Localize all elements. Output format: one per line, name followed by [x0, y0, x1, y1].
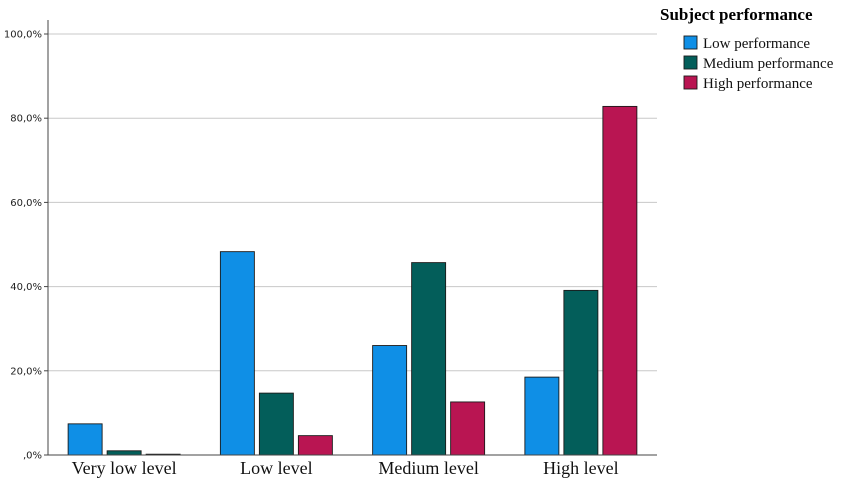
x-category-label: High level	[543, 458, 618, 478]
legend-label: High performance	[703, 76, 813, 92]
bar-medium-performance-3	[411, 262, 447, 456]
bar-medium-performance-1	[106, 450, 142, 456]
legend-title: Subject performance	[660, 5, 813, 24]
y-tick-label: 100,0%	[4, 30, 42, 41]
bar-low-performance-4	[524, 376, 560, 456]
bar-low-performance-2	[219, 251, 255, 456]
y-tick-label: ,0%	[23, 451, 42, 462]
x-axis-categories: Very low level Low level Medium level High …	[72, 458, 619, 478]
bar-medium-performance-2	[258, 392, 294, 456]
x-category-label: Medium level	[378, 458, 478, 478]
legend-label: Medium performance	[703, 56, 834, 72]
bar-low-performance-1	[67, 423, 103, 456]
y-tick-label: 20,0%	[10, 366, 42, 377]
y-tick-label: 40,0%	[10, 282, 42, 293]
x-category-label: Very low level	[72, 458, 177, 478]
legend-label: Low performance	[703, 36, 810, 52]
axes	[47, 20, 657, 456]
bar-high-performance-4	[602, 105, 638, 456]
bar-medium-performance-4	[563, 289, 599, 456]
y-tick-label: 60,0%	[10, 198, 42, 209]
bars	[67, 105, 638, 456]
legend-swatch	[683, 35, 698, 50]
gridlines	[48, 33, 657, 372]
bar-high-performance-2	[297, 435, 333, 456]
legend: Subject performance Low performance Mediu…	[660, 5, 834, 92]
bar-low-performance-3	[372, 345, 408, 456]
y-axis-ticks: ,0% 20,0% 40,0% 60,0% 80,0% 100,0%	[4, 30, 48, 462]
legend-swatch	[683, 75, 698, 90]
bar-high-performance-3	[450, 401, 486, 456]
legend-swatch	[683, 55, 698, 70]
y-tick-label: 80,0%	[10, 114, 42, 125]
x-category-label: Low level	[240, 458, 312, 478]
